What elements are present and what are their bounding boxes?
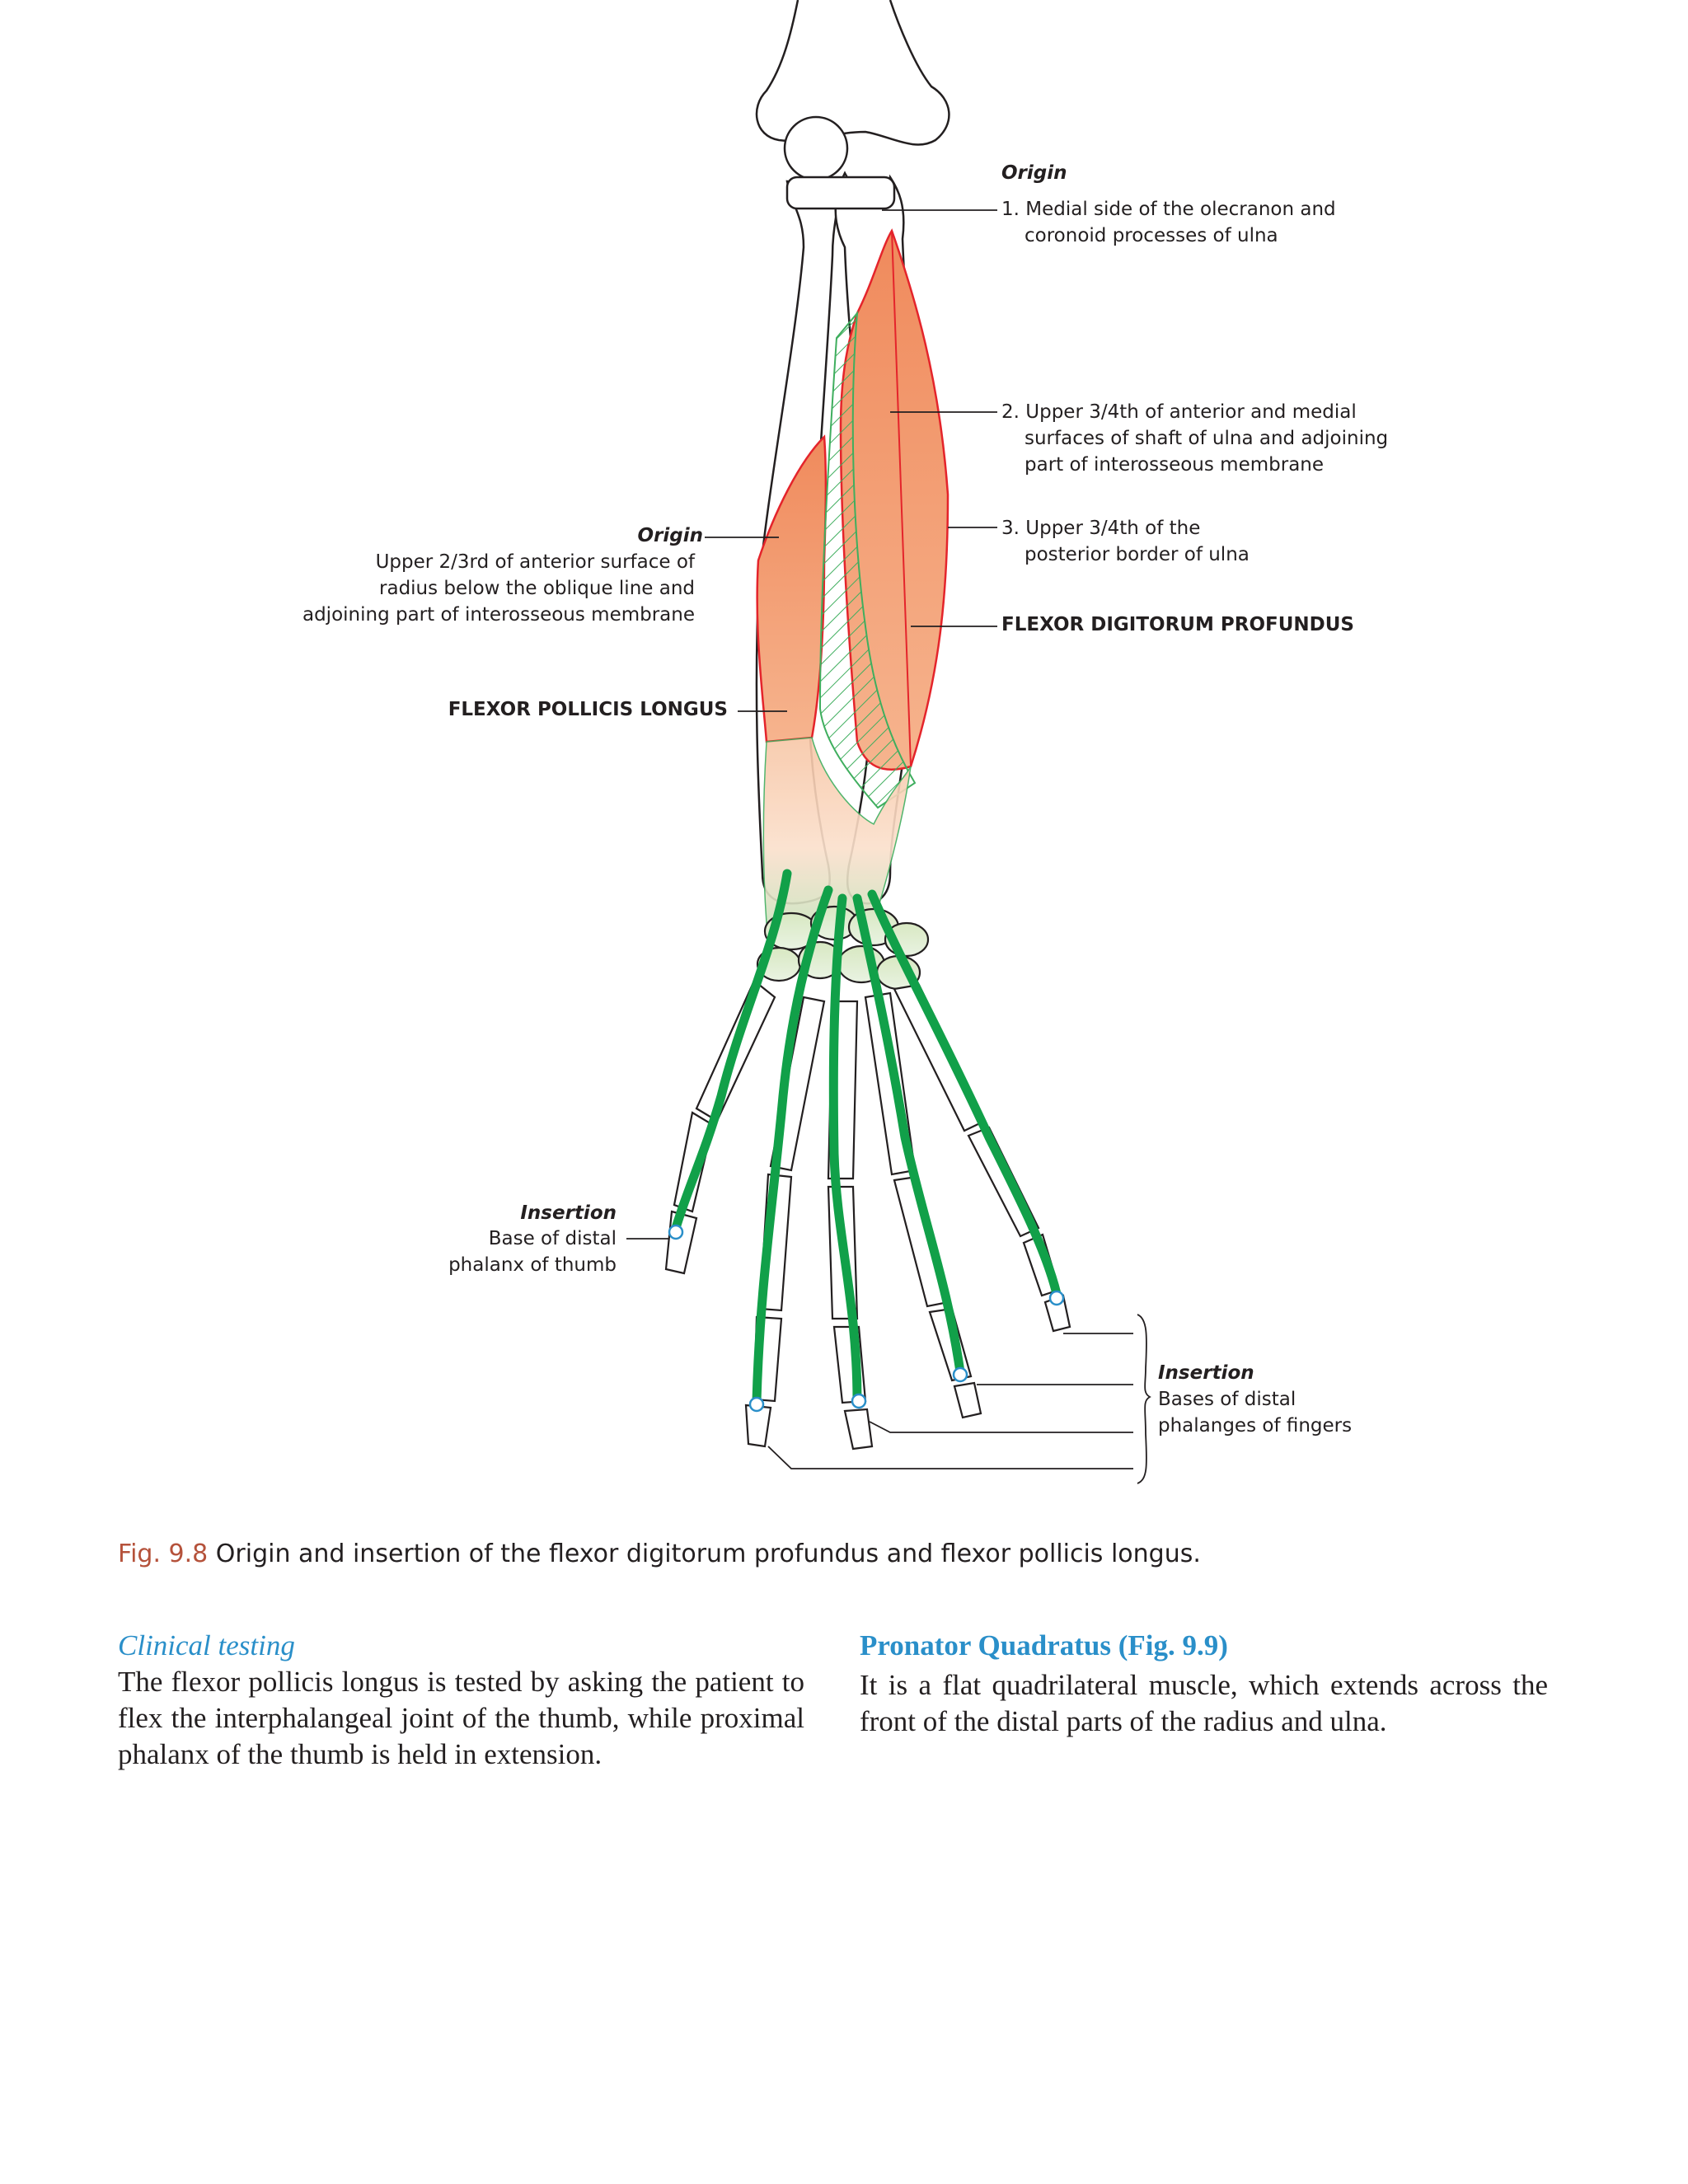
origin-ulna-item-1: 1. Medial side of the olecranon and coro… [1001,199,1336,246]
origin-radius-heading: Origin [637,525,703,546]
fdp-tendon-middle [828,893,862,1406]
pronator-quadratus-text: It is a flat quadrilateral muscle, which… [860,1669,1548,1737]
pronator-quadratus-heading: Pronator Quadratus (Fig. 9.9) [860,1629,1228,1661]
figure-caption-text: Origin and insertion of the flexor digit… [215,1540,1201,1568]
hand-bones [664,979,1071,1451]
fdp-name-label: FLEXOR DIGITORUM PROFUNDUS [1001,614,1354,635]
interosseous-membrane [818,310,917,809]
clinical-testing-text: The flexor pollicis longus is tested by … [118,1666,804,1770]
fdp-tendon-index [752,885,833,1406]
origin-radius-text: Upper 2/3rd of anterior surface of radiu… [302,551,695,626]
humerus-bone [755,0,950,181]
figure-caption: Fig. 9.8 Origin and insertion of the fle… [118,1540,1201,1568]
forearm-illustration [626,0,1151,1484]
insertion-thumb-text: Base of distal phalanx of thumb [448,1228,617,1276]
insertion-points [668,1224,1065,1413]
fpl-tendon [671,869,792,1233]
leader-lines [626,209,1151,1484]
insertion-thumb-heading: Insertion [520,1202,617,1224]
flexor-pollicis-longus-muscle [756,434,828,743]
pronator-quadratus-section: Pronator Quadratus (Fig. 9.9) It is a fl… [860,1628,1548,1740]
origin-ulna-item-3: 3. Upper 3/4th of the posterior border o… [1001,518,1250,565]
lower-forearm-muscle [762,737,912,924]
origin-ulna-item-2: 2. Upper 3/4th of anterior and medial su… [1001,401,1389,476]
fpl-name-label: FLEXOR POLLICIS LONGUS [448,699,728,720]
insertion-fingers-heading: Insertion [1158,1362,1254,1384]
clinical-testing-heading: Clinical testing [118,1629,295,1661]
fdp-tendon-little [867,889,1062,1299]
clinical-testing-section: Clinical testing The flexor pollicis lon… [118,1628,804,1773]
insertion-fingers-text: Bases of distal phalanges of fingers [1158,1389,1353,1436]
fdp-tendon-ring [852,893,965,1377]
origin-ulna-heading: Origin [1001,162,1067,184]
figure-number: Fig. 9.8 [118,1540,209,1568]
flexor-tendons [671,869,1062,1406]
